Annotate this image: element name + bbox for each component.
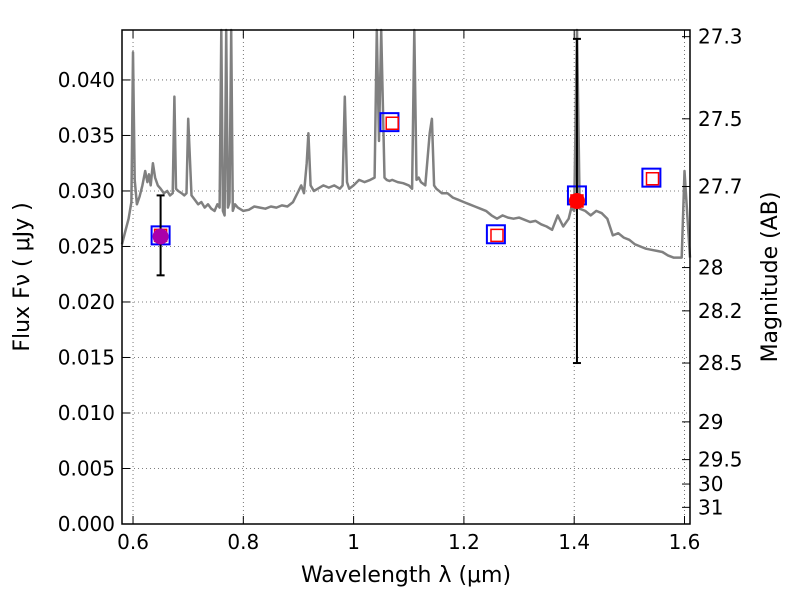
x-tick-label: 0.6: [117, 530, 149, 554]
y2-tick-label: 29.5: [698, 448, 743, 472]
y2-tick-label: 29: [698, 410, 723, 434]
blue-square-marker: [641, 167, 662, 188]
y2-axis-label: Magnitude (AB): [758, 192, 783, 363]
filled-circle-marker: [152, 228, 169, 245]
x-tick-label: 1.2: [448, 530, 480, 554]
y-tick-label: 0.000: [58, 512, 115, 536]
x-tick-label: 1: [347, 530, 360, 554]
y2-tick-label: 27.7: [698, 175, 743, 199]
y2-tick-label: 27.3: [698, 25, 743, 49]
plot-frame: [121, 29, 691, 525]
spectrum-line: [120, 28, 692, 259]
tick-layer: 0.6 0.8 1 1.2 1.4 1.6 0.000 0.005 0.010 0.015 0.02…: [58, 25, 743, 554]
y-axis-label: Flux Fν ( μJy ): [10, 202, 35, 351]
y2-tick-label: 28.5: [698, 351, 743, 375]
red-square-marker: [385, 116, 399, 130]
y-tick-label: 0.015: [58, 345, 115, 369]
y-tick-label: 0.020: [58, 290, 115, 314]
y2-tick-label: 28: [698, 256, 723, 280]
y-tick-label: 0.030: [58, 179, 115, 203]
x-axis-label: Wavelength λ (μm): [301, 563, 511, 588]
y-tick-label: 0.005: [58, 456, 115, 480]
x-tick-label: 0.8: [227, 530, 259, 554]
y2-tick-label: 28.2: [698, 299, 743, 323]
y-tick-label: 0.040: [58, 68, 115, 92]
series-layer: [120, 28, 692, 365]
red-square-marker: [645, 172, 660, 186]
x-tick-label: 1.4: [558, 530, 590, 554]
y-tick-label: 0.010: [58, 401, 115, 425]
y2-tick-label: 27.5: [698, 107, 743, 131]
y-tick-label: 0.035: [58, 123, 115, 147]
red-square-marker: [490, 228, 504, 243]
y2-tick-label: 30: [698, 472, 723, 496]
y-tick-label: 0.025: [58, 234, 115, 258]
y2-tick-label: 31: [698, 495, 723, 519]
x-tick-label: 1.6: [669, 530, 701, 554]
blue-square-marker: [485, 224, 506, 245]
filled-circle-marker: [568, 192, 585, 209]
